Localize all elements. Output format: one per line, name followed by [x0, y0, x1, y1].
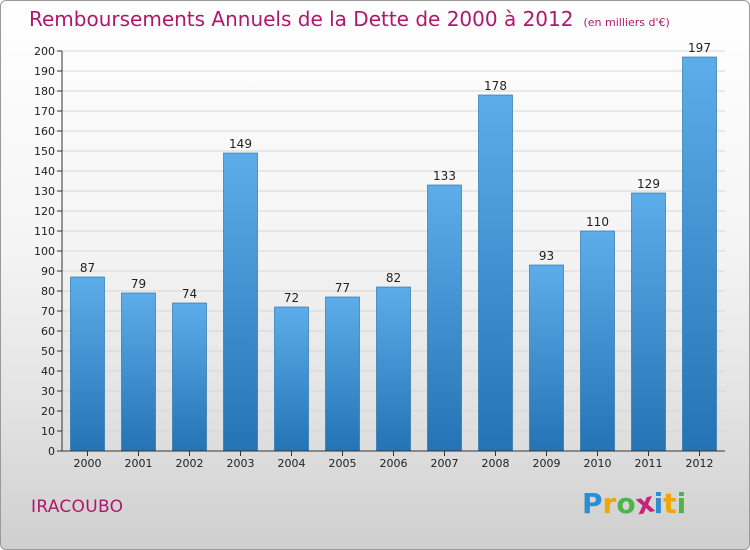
unit-note: (en milliers d'€): [583, 16, 670, 29]
bar-value-label: 74: [182, 287, 197, 301]
bar-value-label: 79: [131, 277, 146, 291]
x-tick-label: 2005: [329, 457, 357, 470]
y-tick-label: 130: [34, 185, 55, 198]
bar: [529, 264, 564, 452]
y-tick-label: 70: [41, 305, 55, 318]
bar-value-label: 93: [539, 249, 554, 263]
y-tick-label: 140: [34, 165, 55, 178]
y-tick-label: 150: [34, 145, 55, 158]
x-tick-label: 2011: [635, 457, 663, 470]
bar-value-label: 72: [284, 291, 299, 305]
bar-value-label: 82: [386, 271, 401, 285]
y-tick-label: 120: [34, 205, 55, 218]
y-tick-label: 190: [34, 65, 55, 78]
y-tick-label: 200: [34, 45, 55, 58]
bar-value-label: 197: [688, 41, 711, 55]
bar-value-label: 110: [586, 215, 609, 229]
y-tick-label: 0: [48, 445, 55, 458]
bar-value-label: 87: [80, 261, 95, 275]
x-tick-label: 2003: [227, 457, 255, 470]
y-tick-label: 60: [41, 325, 55, 338]
y-tick-label: 90: [41, 265, 55, 278]
logo-letter: o: [616, 487, 636, 520]
y-tick-label: 10: [41, 425, 55, 438]
bar: [580, 230, 615, 452]
x-tick-label: 2001: [125, 457, 153, 470]
x-tick-label: 2000: [74, 457, 102, 470]
logo-letter: r: [602, 487, 617, 520]
y-tick-label: 20: [41, 405, 55, 418]
x-tick-label: 2006: [380, 457, 408, 470]
title-text: Remboursements Annuels de la Dette de 20…: [29, 7, 574, 31]
bar: [478, 94, 513, 452]
x-tick-label: 2012: [686, 457, 714, 470]
logo-letter: i: [653, 487, 664, 520]
y-tick-label: 170: [34, 105, 55, 118]
bar: [325, 296, 360, 452]
bar-value-label: 133: [433, 169, 456, 183]
y-tick-label: 180: [34, 85, 55, 98]
y-tick-label: 40: [41, 365, 55, 378]
logo-letter: P: [582, 487, 603, 520]
commune-name: IRACOUBO: [31, 497, 124, 517]
x-tick-label: 2004: [278, 457, 306, 470]
bar-value-label: 77: [335, 281, 350, 295]
x-tick-label: 2010: [584, 457, 612, 470]
y-axis: 0 10 20 30 40 50 60 70 80 90 100 110 120 130 140 150 160…: [34, 45, 63, 458]
logo-letter: i: [676, 487, 687, 520]
bar: [682, 56, 717, 452]
y-tick-label: 30: [41, 385, 55, 398]
bar: [376, 286, 411, 452]
bar: [223, 152, 258, 452]
bar: [70, 276, 105, 452]
logo-letter: t: [663, 487, 677, 520]
bar-value-label: 149: [229, 137, 252, 151]
x-tick-label: 2007: [431, 457, 459, 470]
y-tick-label: 160: [34, 125, 55, 138]
x-axis: 2000 2001 2002 2003 2004 2005 2006 2007 2008 2009…: [62, 450, 725, 470]
proxiti-logo[interactable]: Proxiti: [582, 485, 687, 521]
bar: [172, 302, 207, 452]
x-tick-label: 2009: [533, 457, 561, 470]
y-tick-label: 80: [41, 285, 55, 298]
y-tick-label: 100: [34, 245, 55, 258]
bars: 87 79 74 149 72 77 82 133 178 93 110 129 197: [70, 41, 717, 452]
chart-title: Remboursements Annuels de la Dette de 20…: [29, 7, 670, 31]
bar: [274, 306, 309, 452]
bar: [631, 192, 666, 452]
bar-value-label: 178: [484, 79, 507, 93]
bar: [427, 184, 462, 452]
bar: [121, 292, 156, 452]
bar-value-label: 129: [637, 177, 660, 191]
y-tick-label: 110: [34, 225, 55, 238]
x-tick-label: 2002: [176, 457, 204, 470]
y-tick-label: 50: [41, 345, 55, 358]
x-tick-label: 2008: [482, 457, 510, 470]
